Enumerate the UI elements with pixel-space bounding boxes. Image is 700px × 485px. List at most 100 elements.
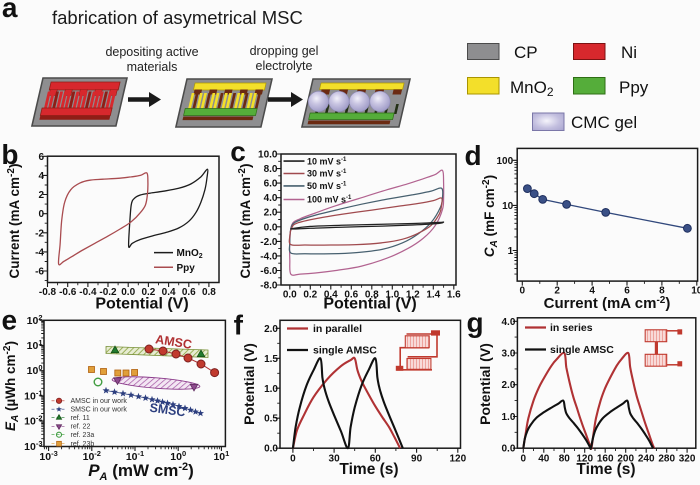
- svg-text:b: b: [1, 139, 18, 170]
- svg-text:10: 10: [691, 286, 700, 297]
- svg-text:e: e: [2, 305, 18, 336]
- svg-text:Ppy: Ppy: [619, 78, 649, 97]
- svg-text:-6: -6: [35, 267, 44, 278]
- svg-text:ref. 22: ref. 22: [71, 424, 91, 431]
- svg-text:3.0: 3.0: [501, 349, 515, 360]
- svg-text:0.6: 0.6: [344, 290, 358, 301]
- svg-text:Time (s): Time (s): [339, 461, 398, 478]
- svg-text:Current (mA cm-2): Current (mA cm-2): [6, 164, 22, 279]
- svg-text:101: 101: [213, 449, 229, 463]
- svg-text:4: 4: [38, 171, 44, 182]
- svg-text:0.2: 0.2: [141, 287, 155, 298]
- svg-text:MnO2: MnO2: [510, 78, 554, 99]
- svg-text:d: d: [464, 140, 481, 171]
- svg-text:Ni: Ni: [621, 43, 637, 62]
- svg-text:Potential (V): Potential (V): [323, 296, 416, 313]
- svg-text:10: 10: [502, 201, 514, 212]
- svg-text:0.8: 0.8: [202, 287, 216, 298]
- svg-text:0.0: 0.0: [121, 287, 135, 298]
- svg-text:120: 120: [449, 454, 466, 465]
- svg-text:in series: in series: [550, 322, 593, 334]
- svg-text:90: 90: [411, 454, 423, 465]
- svg-text:PA (mW cm-2): PA (mW cm-2): [88, 461, 194, 483]
- svg-text:10.0: 10.0: [258, 150, 278, 161]
- svg-text:0.0: 0.0: [283, 290, 297, 301]
- svg-text:6: 6: [38, 152, 44, 163]
- svg-text:ref. 23a: ref. 23a: [71, 432, 95, 439]
- svg-text:101: 101: [27, 338, 43, 352]
- svg-text:0: 0: [520, 286, 526, 297]
- svg-text:-8.0: -8.0: [260, 281, 278, 292]
- svg-text:6: 6: [624, 286, 630, 297]
- svg-text:200: 200: [617, 454, 634, 465]
- svg-text:ref. 11: ref. 11: [71, 415, 90, 422]
- svg-text:0: 0: [38, 209, 44, 220]
- svg-text:100: 100: [27, 363, 43, 377]
- svg-text:0.8: 0.8: [365, 290, 379, 301]
- svg-text:60: 60: [370, 454, 382, 465]
- svg-text:materials: materials: [127, 60, 178, 74]
- svg-text:MnO2: MnO2: [177, 248, 203, 260]
- svg-text:4.0: 4.0: [501, 317, 515, 328]
- svg-text:SMSC in our work: SMSC in our work: [71, 407, 128, 414]
- svg-text:-0.4: -0.4: [79, 287, 97, 298]
- svg-text:1.2: 1.2: [406, 290, 420, 301]
- svg-text:2.0: 2.0: [501, 380, 515, 391]
- svg-text:Potential (V): Potential (V): [477, 343, 493, 425]
- svg-text:0: 0: [290, 454, 296, 465]
- svg-text:0.0: 0.0: [501, 444, 515, 455]
- svg-text:c: c: [230, 136, 246, 167]
- svg-text:2.0: 2.0: [264, 208, 278, 219]
- svg-text:30: 30: [329, 454, 341, 465]
- svg-text:120: 120: [576, 454, 593, 465]
- svg-text:g: g: [466, 307, 483, 338]
- svg-text:100: 100: [497, 156, 514, 167]
- svg-text:-0.2: -0.2: [99, 287, 117, 298]
- svg-text:single AMSC: single AMSC: [313, 345, 377, 357]
- svg-text:in parallel: in parallel: [313, 323, 362, 335]
- svg-text:10-2: 10-2: [24, 414, 42, 428]
- svg-text:-0.6: -0.6: [59, 287, 77, 298]
- svg-text:2: 2: [38, 190, 44, 201]
- svg-text:0.2: 0.2: [303, 290, 317, 301]
- svg-text:AMSC in our work: AMSC in our work: [71, 398, 128, 405]
- svg-text:1.4: 1.4: [426, 290, 440, 301]
- svg-text:Current (mA cm-2): Current (mA cm-2): [237, 164, 253, 279]
- svg-text:Potential (V): Potential (V): [241, 343, 257, 425]
- svg-text:CP: CP: [514, 43, 538, 62]
- svg-text:-0.8: -0.8: [39, 287, 57, 298]
- svg-text:-6.0: -6.0: [260, 266, 278, 277]
- svg-text:1.0: 1.0: [385, 290, 399, 301]
- svg-text:160: 160: [597, 454, 614, 465]
- svg-text:10-3: 10-3: [39, 449, 57, 463]
- svg-text:CA (mF cm-2): CA (mF cm-2): [481, 175, 500, 257]
- svg-text:10-1: 10-1: [24, 388, 42, 402]
- svg-text:320: 320: [679, 454, 696, 465]
- svg-text:Ppy: Ppy: [177, 263, 196, 274]
- svg-text:Current (mA cm-2): Current (mA cm-2): [544, 295, 671, 312]
- svg-text:280: 280: [658, 454, 675, 465]
- svg-text:fabrication of asymetrical MSC: fabrication of asymetrical MSC: [52, 7, 303, 28]
- svg-text:single AMSC: single AMSC: [550, 344, 614, 356]
- svg-text:10 mV s-1: 10 mV s-1: [307, 156, 347, 166]
- svg-text:102: 102: [27, 313, 43, 327]
- svg-text:2: 2: [554, 286, 560, 297]
- svg-text:0.5: 0.5: [264, 414, 278, 425]
- svg-text:1.5: 1.5: [264, 354, 278, 365]
- svg-text:40: 40: [538, 454, 550, 465]
- svg-text:0.0: 0.0: [264, 444, 278, 455]
- svg-text:EA (µWh cm-2): EA (µWh cm-2): [2, 341, 21, 431]
- svg-text:Time (s): Time (s): [576, 461, 635, 478]
- svg-text:1.0: 1.0: [264, 384, 278, 395]
- svg-text:CMC gel: CMC gel: [571, 113, 637, 132]
- svg-text:a: a: [2, 0, 18, 23]
- svg-text:1.6: 1.6: [447, 290, 461, 301]
- svg-text:-4: -4: [35, 247, 44, 258]
- svg-text:0: 0: [521, 454, 527, 465]
- svg-text:0.6: 0.6: [182, 287, 196, 298]
- svg-text:100 mV s-1: 100 mV s-1: [307, 195, 352, 205]
- svg-text:ref. 23b: ref. 23b: [71, 441, 95, 448]
- svg-text:-2: -2: [35, 228, 44, 239]
- svg-text:0.0: 0.0: [264, 222, 278, 233]
- svg-text:50 mV s-1: 50 mV s-1: [307, 181, 347, 191]
